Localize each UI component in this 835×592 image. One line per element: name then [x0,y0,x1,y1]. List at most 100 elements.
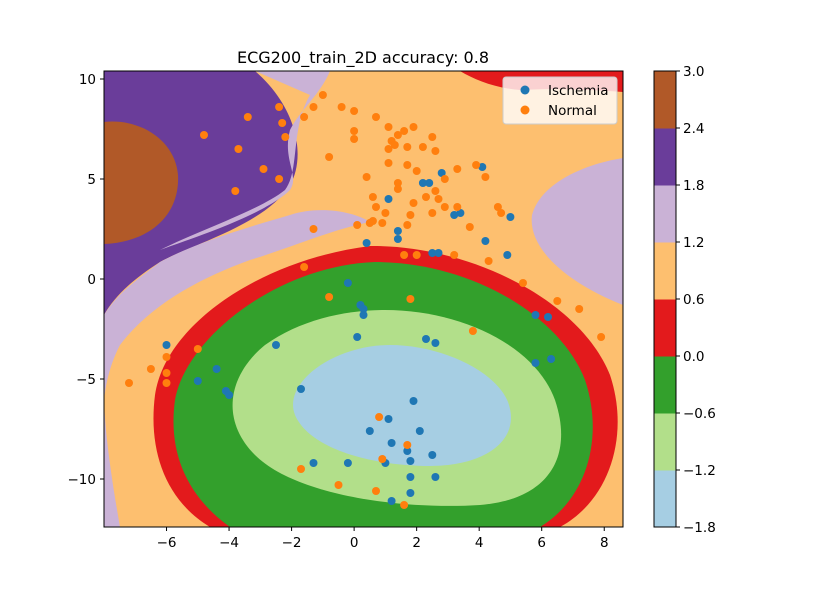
point-ischemia [384,415,393,423]
point-ischemia [406,473,415,481]
point-normal [375,413,384,421]
point-normal [575,305,584,313]
point-normal [353,221,362,229]
colorbar-tick-label: −1.2 [683,463,716,479]
point-normal [406,295,415,303]
point-normal [234,145,243,153]
colorbar-band [654,356,676,414]
point-normal [431,187,440,195]
point-ischemia [362,239,371,247]
point-normal [519,279,527,287]
y-tick-label: 5 [87,172,96,188]
y-tick-label: −5 [76,372,96,388]
colorbar-tick-label: 1.8 [683,178,704,194]
scatter-points [125,91,606,509]
point-normal [200,131,208,139]
colorbar-band [654,71,676,129]
point-ischemia [393,227,402,235]
point-normal [275,175,284,183]
point-ischemia [481,237,490,245]
point-ischemia [409,397,418,405]
legend-marker-normal [520,105,530,115]
colorbar-tick-label: 0.0 [683,349,704,365]
point-normal [453,165,462,173]
colorbar-band [654,413,676,471]
point-normal [162,379,171,387]
point-normal [372,113,380,121]
point-normal [465,223,474,231]
x-tick-label: 8 [600,535,609,551]
point-normal [400,251,409,259]
point-normal [393,185,402,193]
region-band-1.2-1.8-right [531,158,623,305]
point-ischemia [406,489,415,497]
colorbar-band [654,470,676,528]
point-ischemia [365,427,374,435]
colorbar-band [654,299,676,357]
legend-label-normal: Normal [548,103,597,119]
point-normal [390,141,399,149]
point-normal [309,225,318,233]
point-ischemia [309,459,318,467]
point-normal [300,113,309,121]
point-normal [381,209,390,217]
x-tick-label: −2 [282,535,302,551]
point-normal [350,135,359,143]
point-normal [278,119,287,127]
y-tick-label: 10 [79,72,96,88]
point-normal [325,153,334,161]
point-normal [368,193,377,201]
point-ischemia [162,341,171,349]
point-normal [409,123,418,131]
point-normal [146,365,155,373]
region-band-1.2-1.8-bottom [104,400,120,527]
point-ischemia [359,305,368,313]
point-normal [334,481,343,489]
legend-label-ischemia: Ischemia [548,83,608,99]
colorbar-tick-label: 2.4 [683,121,704,137]
region-band-1.8-2.4 [104,71,298,315]
point-ischemia [297,385,305,393]
point-normal [281,133,290,141]
point-normal [297,465,305,473]
point-normal [468,327,477,335]
colorbar-tick-label: −0.6 [683,406,716,422]
point-normal [309,103,318,111]
point-normal [162,353,171,361]
point-normal [472,161,481,169]
point-ischemia [387,497,396,505]
point-normal [493,203,502,211]
legend: Ischemia Normal [502,76,618,125]
colorbar-tick-label: 1.2 [683,235,704,251]
point-ischemia [428,249,437,257]
point-ischemia [415,427,424,435]
point-normal [497,209,506,217]
point-ischemia [193,377,202,385]
point-ischemia [406,457,415,465]
point-normal [231,187,240,195]
point-normal [450,251,459,259]
point-normal [362,173,371,181]
axes: −6 −4 −2 0 2 4 6 8 −10 −5 0 5 10 [68,70,624,551]
point-normal [597,333,606,341]
colorbar-band [654,128,676,186]
x-tick-label: −4 [219,535,239,551]
point-normal [481,173,490,181]
decision-regions [104,71,623,527]
point-normal [259,165,268,173]
colorbar-band [654,242,676,300]
colorbar-tick-label: −1.8 [683,520,716,536]
point-ischemia [547,355,556,363]
point-normal [337,103,346,111]
point-normal [393,131,402,139]
y-tick-label: 0 [87,272,96,288]
point-normal [384,159,393,167]
legend-marker-ischemia [520,85,530,95]
point-normal [412,167,421,175]
point-ischemia [437,169,446,177]
point-ischemia [531,359,540,367]
point-normal [125,379,133,387]
point-ischemia [418,179,427,187]
point-ischemia [212,365,221,373]
point-normal [428,209,437,217]
